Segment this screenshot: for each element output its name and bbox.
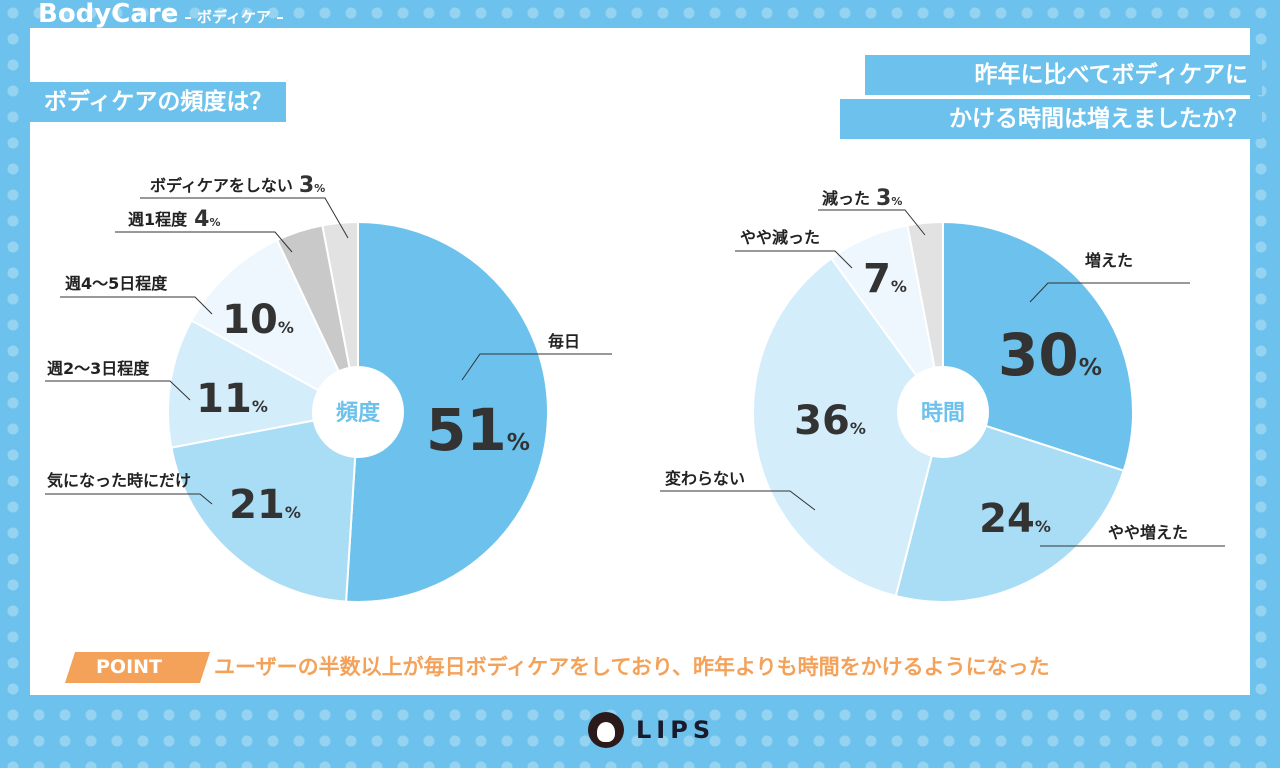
deer-logo-icon — [588, 712, 624, 748]
pie-value-label: 21% — [229, 482, 301, 528]
pie-slice — [170, 410, 360, 603]
pie-slice — [167, 319, 361, 449]
value-unit: % — [209, 216, 220, 229]
pie-center-label: 頻度 — [336, 400, 381, 426]
leader-line — [45, 380, 191, 401]
pie-slice — [752, 256, 945, 598]
category-label: 週4〜5日程度 — [65, 274, 168, 293]
pie-value-label: 36% — [794, 398, 866, 444]
value-unit: % — [891, 277, 907, 296]
leader-line — [660, 490, 816, 511]
value-unit: % — [1035, 517, 1051, 536]
value-unit: % — [278, 318, 294, 337]
value-unit: % — [252, 397, 268, 416]
pie-value-label: 51% — [426, 396, 530, 464]
category-label: ボディケアをしない — [150, 176, 293, 195]
value-number: 11 — [196, 376, 252, 422]
lips-logo: LIPS — [588, 712, 715, 748]
leader-line — [461, 353, 612, 381]
category-label: 増えた — [1085, 251, 1133, 270]
left-question: ボディケアの頻度は？ — [30, 82, 287, 122]
pie-value-label: 7% — [863, 256, 907, 302]
pie-center — [897, 366, 989, 458]
category-label: 週2〜3日程度 — [47, 359, 150, 378]
right-question-line2: かける時間は増えましたか？ — [840, 99, 1262, 139]
value-unit: % — [285, 503, 301, 522]
logo-text: LIPS — [636, 716, 716, 744]
value-number: 4 — [194, 207, 209, 232]
brand-title: BodyCare – ボディケア – — [38, 0, 284, 31]
value-number: 24 — [979, 496, 1035, 542]
value-unit: % — [850, 419, 866, 438]
right-question-line1: 昨年に比べてボディケアに — [865, 55, 1262, 95]
leader-line — [818, 209, 926, 236]
value-unit: % — [507, 429, 530, 456]
pie-slice — [942, 220, 1134, 472]
category-label: 変わらない — [665, 469, 745, 488]
pie-slice — [906, 220, 944, 413]
pie-chart-1: 時間 30% 増えた 24% やや増えた 36% 変わらない 7% やや減った 減った 3% — [660, 186, 1225, 603]
category-label: やや増えた — [1108, 523, 1188, 542]
value-number: 7 — [863, 256, 891, 302]
brand-subtitle: – ボディケア – — [184, 8, 284, 26]
pie-center — [312, 366, 404, 458]
value-number: 36 — [794, 398, 850, 444]
pie-slice — [321, 220, 359, 413]
brand-name: BodyCare — [38, 0, 179, 29]
pie-center-label: 時間 — [921, 401, 965, 426]
value-unit: % — [1079, 354, 1102, 381]
pie-chart-0: 頻度 51% 毎日 21% 気になった時にだけ 11% 週2〜3日程度 10% 週4〜5日程度 週… — [45, 173, 612, 603]
value-unit: % — [314, 182, 325, 195]
pie-value-label: 11% — [196, 376, 268, 422]
pie-value-label: 4% — [194, 207, 220, 232]
value-number: 30 — [998, 321, 1079, 389]
leader-line — [60, 296, 213, 315]
category-label: 減った — [822, 189, 870, 208]
value-number: 3 — [876, 186, 891, 211]
pie-value-label: 10% — [222, 297, 294, 343]
value-number: 51 — [426, 396, 507, 464]
leader-line — [140, 197, 349, 239]
pie-value-label: 30% — [998, 321, 1102, 389]
leader-line — [45, 493, 213, 505]
pie-value-label: 3% — [299, 173, 325, 198]
pie-value-label: 24% — [979, 496, 1051, 542]
category-label: 気になった時にだけ — [47, 471, 191, 490]
pie-slice — [894, 410, 1125, 603]
leader-line — [115, 231, 293, 253]
value-number: 21 — [229, 482, 285, 528]
leader-line — [1029, 282, 1190, 303]
point-message: ユーザーの半数以上が毎日ボディケアをしており、昨年よりも時間をかけるようになった — [214, 655, 1050, 679]
value-number: 3 — [299, 173, 314, 198]
point-tag: POINT — [96, 656, 163, 678]
category-label: 毎日 — [548, 332, 580, 351]
pie-slice — [345, 220, 549, 603]
leader-line — [735, 250, 853, 269]
category-label: 週1程度 — [128, 210, 188, 229]
pie-value-label: 3% — [876, 186, 902, 211]
value-unit: % — [891, 195, 902, 208]
pie-slice — [190, 238, 361, 415]
category-label: やや減った — [740, 228, 820, 247]
value-number: 10 — [222, 297, 278, 343]
